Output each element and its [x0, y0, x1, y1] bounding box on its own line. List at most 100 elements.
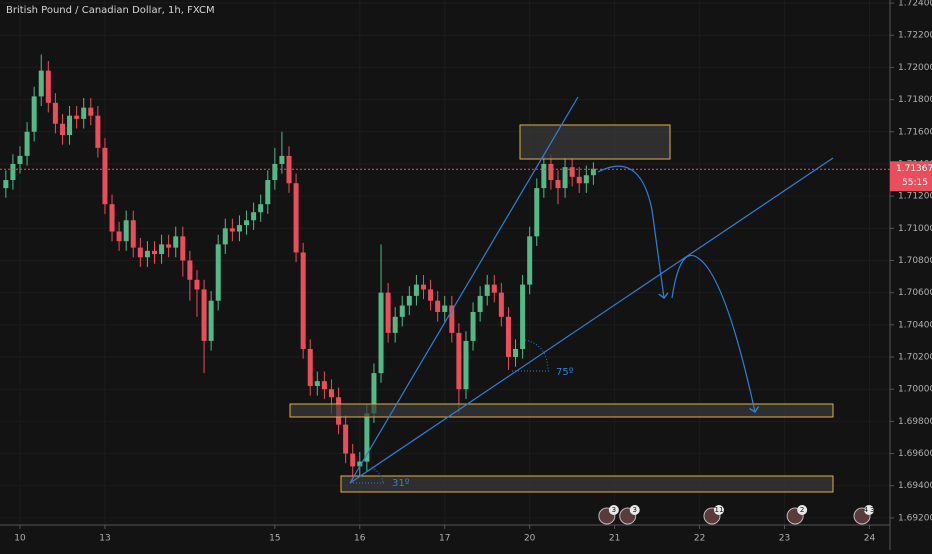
grid [0, 0, 890, 525]
angle-arc [371, 466, 384, 484]
y-tick-label: 1.70200 [898, 353, 932, 363]
candle-body [236, 225, 242, 232]
candle-body [81, 107, 87, 119]
event-badge [608, 505, 619, 515]
angle-label: 75º [556, 367, 574, 378]
candle-body [513, 348, 519, 358]
candle-body [59, 123, 65, 135]
x-tick-label: 21 [609, 534, 620, 544]
candle-body [498, 292, 504, 317]
y-tick-label: 1.71800 [898, 95, 932, 105]
y-tick-label: 1.72000 [898, 63, 932, 73]
y-tick-label: 1.71000 [898, 224, 932, 234]
y-tick-label: 1.69400 [898, 481, 932, 491]
x-tick-label: 23 [779, 534, 790, 544]
candle-body [102, 147, 108, 205]
candle-body [456, 332, 462, 390]
y-tick-label: 1.70800 [898, 256, 932, 266]
candle-body [569, 167, 575, 177]
candle-body [130, 220, 136, 248]
candle-body [364, 413, 370, 462]
candle-body [392, 316, 398, 333]
candle-body [173, 236, 179, 248]
chart-title: British Pound / Canadian Dollar, 1h, FXC… [6, 5, 215, 16]
candle-body [435, 300, 441, 312]
y-tick-label: 1.70000 [898, 385, 932, 395]
candle-body [144, 250, 150, 258]
candle-body [222, 228, 228, 245]
candle-body [555, 180, 561, 189]
candle-body [31, 96, 37, 132]
candle-body [357, 461, 363, 467]
candle-body [470, 311, 476, 341]
candle-body [520, 284, 526, 349]
candle-body [413, 284, 419, 296]
candle-body [10, 163, 16, 181]
candle-body [527, 236, 533, 285]
candle-body [371, 373, 377, 414]
candle-body [576, 176, 582, 184]
x-tick-label: 24 [864, 534, 876, 544]
candle-body [449, 305, 455, 333]
candle-body [38, 70, 44, 97]
supply-zone [519, 124, 671, 160]
candle-body [343, 424, 349, 454]
candle-body [562, 167, 568, 189]
y-tick-label: 1.72200 [898, 31, 932, 41]
candles [0, 54, 890, 483]
candle-body [123, 220, 129, 242]
event-count: 2 [800, 506, 804, 514]
candle-body [251, 212, 257, 221]
trend-line [349, 157, 834, 484]
support-zone [289, 403, 834, 418]
candle-body [229, 228, 235, 232]
price-label-box [890, 161, 932, 192]
x-tick-label: 16 [354, 534, 366, 544]
candle-body [350, 453, 356, 467]
candle-body [166, 244, 172, 248]
candle-body [244, 220, 250, 226]
candle-body [215, 244, 221, 301]
candle-body [583, 175, 589, 184]
candle-body [378, 292, 384, 374]
candle-body [484, 284, 490, 296]
candle-body [24, 131, 30, 156]
candle-body [95, 115, 101, 148]
x-tick-label: 22 [694, 534, 705, 544]
countdown-label: 55:15 [902, 178, 928, 188]
candle-body [463, 340, 469, 390]
candle-body [534, 188, 540, 237]
event-count: 11 [715, 506, 724, 514]
price-label: 1.71367 [896, 164, 932, 174]
candle-body [17, 155, 23, 164]
candle-body [300, 252, 306, 349]
y-tick-label: 1.69600 [898, 449, 932, 459]
candle-body [307, 348, 313, 386]
candle-body [491, 284, 497, 293]
candle-body [385, 292, 391, 333]
event-badge [797, 505, 808, 515]
candle-body [293, 183, 299, 253]
candle-body [3, 180, 9, 189]
candle-body [321, 381, 327, 390]
candle-body [477, 295, 483, 312]
y-tick-label: 1.71600 [898, 127, 932, 137]
candle-body [420, 284, 426, 290]
y-tick-label: 1.70400 [898, 320, 932, 330]
candle-body [314, 381, 320, 386]
candle-body [74, 115, 80, 119]
candle-body [180, 236, 186, 261]
candle-body [328, 389, 334, 398]
candle-body [137, 247, 143, 258]
candle-body [208, 300, 214, 341]
x-tick-label: 13 [99, 534, 110, 544]
projection-arrow [597, 165, 664, 298]
y-tick-label: 1.69800 [898, 417, 932, 427]
candle-body [45, 70, 51, 103]
candle-body [151, 250, 157, 255]
candle-body [258, 204, 264, 213]
candle-body [442, 305, 448, 312]
candle-body [67, 115, 73, 135]
